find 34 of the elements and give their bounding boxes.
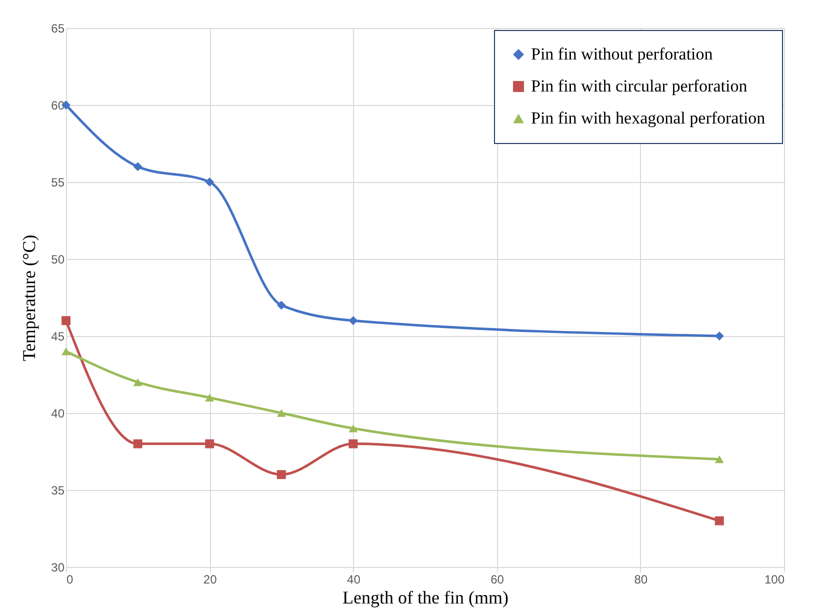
point <box>133 439 142 448</box>
point <box>205 394 214 402</box>
point <box>714 516 724 526</box>
point <box>276 470 286 480</box>
x-tick-label: 80 <box>634 572 648 586</box>
point <box>205 439 214 448</box>
y-tick-label: 55 <box>51 176 65 190</box>
y-tick-label: 45 <box>51 330 65 344</box>
point <box>62 348 70 356</box>
point <box>133 378 142 386</box>
x-tick-label: 40 <box>347 572 361 586</box>
point <box>714 455 724 464</box>
x-tick-label: 20 <box>203 572 218 586</box>
point <box>205 178 214 186</box>
x-axis-title: Length of the fin (mm) <box>342 588 508 608</box>
point <box>276 300 286 310</box>
legend-label: Pin fin with hexagonal perforation <box>531 108 766 128</box>
y-tick-label: 35 <box>51 484 65 498</box>
point <box>348 424 358 432</box>
legend-label: Pin fin with circular perforation <box>531 76 748 96</box>
legend-label: Pin fin without perforation <box>531 44 714 64</box>
x-tick-label: 0 <box>66 572 74 586</box>
y-tick-label: 50 <box>51 252 65 266</box>
point <box>276 409 286 417</box>
x-tick-label: 100 <box>764 572 785 586</box>
point <box>348 439 358 448</box>
point <box>62 316 70 326</box>
x-tick-label: 60 <box>490 572 504 586</box>
point <box>348 316 358 326</box>
point <box>133 162 142 172</box>
y-tick-label: 30 <box>51 560 65 574</box>
y-tick-label: 65 <box>51 22 65 36</box>
y-axis-title: Temperature (°C) <box>19 234 40 362</box>
y-tick-label: 40 <box>51 406 65 420</box>
